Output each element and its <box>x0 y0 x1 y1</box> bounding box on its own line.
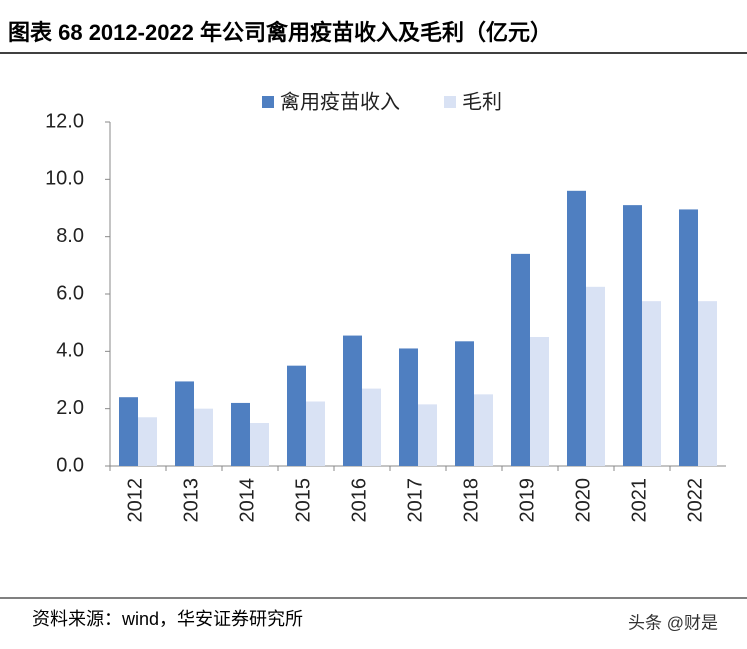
x-tick-label: 2014 <box>236 478 258 523</box>
x-tick-label: 2019 <box>516 478 538 523</box>
y-tick-label: 6.0 <box>56 282 84 304</box>
bar <box>362 388 381 466</box>
y-tick-label: 4.0 <box>56 340 84 362</box>
bar <box>567 190 586 467</box>
bar <box>642 301 661 466</box>
legend-label: 毛利 <box>462 90 502 113</box>
y-tick-label: 0.0 <box>56 454 84 476</box>
legend-label: 禽用疫苗收入 <box>280 90 400 113</box>
x-tick-label: 2021 <box>628 478 650 523</box>
bar <box>586 286 605 466</box>
y-tick-label: 10.0 <box>45 168 84 190</box>
bar <box>698 301 717 466</box>
bar <box>418 404 437 466</box>
bar <box>287 365 306 466</box>
y-tick-label: 8.0 <box>56 225 84 247</box>
bar <box>138 417 157 466</box>
x-tick-label: 2012 <box>124 478 146 523</box>
bar <box>474 394 493 466</box>
x-tick-label: 2017 <box>404 478 426 523</box>
y-tick-label: 12.0 <box>45 110 84 132</box>
x-tick-label: 2022 <box>684 478 706 523</box>
bar <box>175 381 194 466</box>
x-tick-label: 2013 <box>180 478 202 523</box>
x-tick-label: 2018 <box>460 478 482 523</box>
watermark: 头条 @财是 <box>628 613 718 632</box>
x-tick-label: 2016 <box>348 478 370 523</box>
bar <box>306 401 325 466</box>
bar <box>679 209 698 466</box>
bar <box>455 341 474 466</box>
source: 资料来源：wind，华安证券研究所 <box>32 609 303 629</box>
x-tick-label: 2020 <box>572 478 594 523</box>
x-tick-label: 2015 <box>292 478 314 523</box>
y-tick-label: 2.0 <box>56 397 84 419</box>
bar <box>343 335 362 466</box>
bar <box>399 348 418 466</box>
legend-swatch <box>444 96 456 108</box>
bar <box>623 205 642 466</box>
bar <box>119 397 138 466</box>
bar <box>511 253 530 466</box>
bar <box>530 337 549 466</box>
chart-title: 图表 68 2012-2022 年公司禽用疫苗收入及毛利（亿元） <box>8 20 552 45</box>
legend-swatch <box>262 96 274 108</box>
bar <box>250 423 269 466</box>
bar <box>231 402 250 466</box>
bar <box>194 408 213 466</box>
